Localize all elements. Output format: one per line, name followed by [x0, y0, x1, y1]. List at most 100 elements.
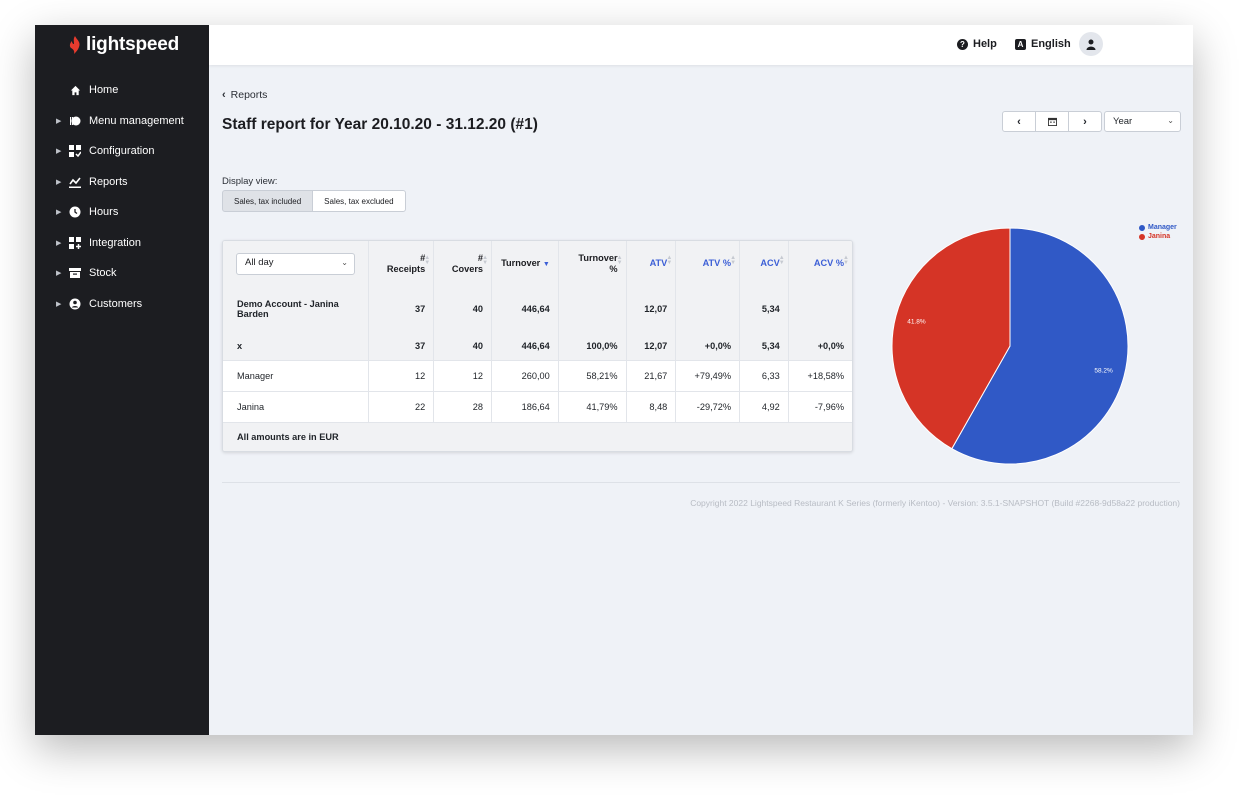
pie-slice-janina[interactable] — [891, 227, 1011, 450]
caret-right-icon: ▶ — [56, 239, 62, 247]
date-navigation: ‹ › — [1002, 111, 1102, 132]
sidebar-item-stock[interactable]: ▶ Stock — [35, 258, 209, 289]
sort-icon: ▲ ▼ — [424, 255, 431, 266]
table-header-row: All day ⌄ # Receipts ▲ ▼ # Covers ▲ ▼ Turnov… — [223, 241, 852, 286]
column-header-acv-percent[interactable]: ACV % ▲ ▼ — [788, 241, 852, 286]
legend-item-janina[interactable]: Janina — [1139, 232, 1177, 241]
pie-slice-manager[interactable] — [951, 227, 1129, 465]
customers-icon — [69, 298, 81, 310]
next-period-button[interactable]: › — [1068, 111, 1102, 132]
sidebar-item-label: Home — [89, 84, 119, 97]
sort-icon: ▲ ▼ — [616, 255, 623, 266]
caret-right-icon: ▶ — [56, 300, 62, 308]
summary-row-total: x 37 40 446,64 100,0% 12,07 +0,0% 5,34 +… — [223, 332, 852, 360]
table-cell: +18,58% — [807, 370, 844, 381]
sort-icon: ▲ ▼ — [730, 255, 737, 266]
table-cell: +0,0% — [675, 332, 741, 360]
table-cell: 5,34 — [739, 332, 789, 360]
table-cell: 12,07 — [626, 286, 677, 332]
sort-icon: ▲ ▼ — [778, 255, 785, 266]
table-cell: 6,33 — [739, 360, 789, 391]
footer-divider — [222, 482, 1180, 483]
table-cell: 41,79% — [558, 391, 627, 422]
table-cell: +0,0% — [817, 340, 844, 351]
table-cell: 12 — [433, 360, 493, 391]
top-bar: ? Help A English — [209, 25, 1193, 65]
column-header-label: # Covers — [451, 252, 484, 274]
table-footer-row: All amounts are in EUR — [223, 422, 852, 451]
user-avatar-button[interactable] — [1079, 32, 1103, 56]
sort-icon: ▲ ▼ — [843, 255, 849, 266]
app-window: lightspeed Home ▶ Menu management ▶ — [35, 25, 1193, 735]
table-cell: 22 — [368, 391, 435, 422]
chevron-left-icon: ‹ — [222, 89, 226, 101]
sidebar-item-hours[interactable]: ▶ Hours — [35, 197, 209, 228]
caret-right-icon: ▶ — [56, 270, 62, 278]
sidebar-item-configuration[interactable]: ▶ Configuration — [35, 136, 209, 167]
table-cell: 40 — [433, 332, 493, 360]
sidebar-item-reports[interactable]: ▶ Reports — [35, 167, 209, 198]
table-cell: +79,49% — [675, 360, 741, 391]
brand-logo[interactable]: lightspeed — [35, 25, 209, 65]
sidebar-item-customers[interactable]: ▶ Customers — [35, 289, 209, 320]
column-header-covers[interactable]: # Covers ▲ ▼ — [433, 241, 493, 286]
column-header-atv-percent[interactable]: ATV % ▲ ▼ — [675, 241, 741, 286]
column-header-label: # Receipts — [386, 252, 426, 274]
caret-right-icon: ▶ — [56, 178, 62, 186]
table-cell: -29,72% — [675, 391, 741, 422]
table-cell: 12 — [368, 360, 435, 391]
sales-tax-excluded-button[interactable]: Sales, tax excluded — [312, 190, 406, 212]
column-header-turnover[interactable]: Turnover ▼ — [491, 241, 559, 286]
table-row[interactable]: Janina 22 28 186,64 41,79% 8,48 -29,72% … — [223, 391, 852, 422]
period-select[interactable]: Year ⌄ — [1104, 111, 1181, 132]
table-cell: 446,64 — [491, 332, 559, 360]
table-cell: 58,21% — [558, 360, 627, 391]
table-cell: 186,64 — [491, 391, 559, 422]
sidebar-item-integration[interactable]: ▶ Integration — [35, 228, 209, 259]
display-view-label: Display view: — [222, 176, 278, 187]
sidebar-item-menu-management[interactable]: ▶ Menu management — [35, 106, 209, 137]
sidebar: lightspeed Home ▶ Menu management ▶ — [35, 25, 209, 735]
day-filter-select[interactable]: All day ⌄ — [236, 252, 355, 275]
sales-tax-included-button[interactable]: Sales, tax included — [222, 190, 314, 212]
table-cell: Janina — [223, 391, 370, 422]
menu-icon — [69, 115, 81, 127]
column-header-label: Turnover — [501, 257, 541, 268]
sort-icon: ▲ ▼ — [666, 255, 673, 266]
table-cell: 5,34 — [739, 286, 789, 332]
legend-item-manager[interactable]: Manager — [1139, 223, 1177, 232]
back-to-reports-link[interactable]: ‹ Reports — [222, 89, 267, 101]
integration-icon — [69, 236, 81, 249]
sidebar-item-home[interactable]: Home — [35, 75, 209, 106]
calendar-button[interactable] — [1035, 111, 1069, 132]
table-cell — [675, 286, 741, 332]
table-cell: 260,00 — [491, 360, 559, 391]
display-view-toggle: Sales, tax included Sales, tax excluded — [222, 190, 406, 212]
staff-pie-chart: 58.2% 41.8% — [891, 227, 1129, 465]
column-header-atv[interactable]: ATV ▲ ▼ — [626, 241, 677, 286]
table-cell: 28 — [433, 391, 493, 422]
column-header-acv[interactable]: ACV ▲ ▼ — [739, 241, 789, 286]
language-label: English — [1031, 38, 1071, 50]
lightspeed-flame-icon — [69, 36, 80, 54]
sidebar-nav: Home ▶ Menu management ▶ Configuration ▶ — [35, 75, 209, 319]
chevron-down-icon: ⌄ — [1167, 116, 1174, 125]
table-cell: 100,0% — [558, 332, 627, 360]
column-header-turnover-percent[interactable]: Turnover % ▲ ▼ — [558, 241, 627, 286]
column-header-label: Turnover % — [578, 252, 618, 274]
help-button[interactable]: ? Help — [957, 38, 997, 50]
column-header-receipts[interactable]: # Receipts ▲ ▼ — [368, 241, 435, 286]
table-row[interactable]: Manager 12 12 260,00 58,21% 21,67 +79,49… — [223, 360, 852, 391]
back-label: Reports — [230, 89, 268, 101]
day-filter-value: All day — [245, 257, 274, 269]
previous-period-button[interactable]: ‹ — [1002, 111, 1036, 132]
column-header-label: ACV — [760, 258, 780, 269]
sort-descending-icon: ▼ — [542, 260, 550, 268]
help-icon: ? — [957, 38, 968, 50]
table-cell: 37 — [368, 286, 435, 332]
clock-icon — [69, 206, 81, 218]
legend-swatch — [1139, 233, 1145, 240]
language-selector[interactable]: A English — [1015, 38, 1071, 50]
period-value: Year — [1113, 116, 1133, 127]
table-cell — [558, 286, 627, 332]
